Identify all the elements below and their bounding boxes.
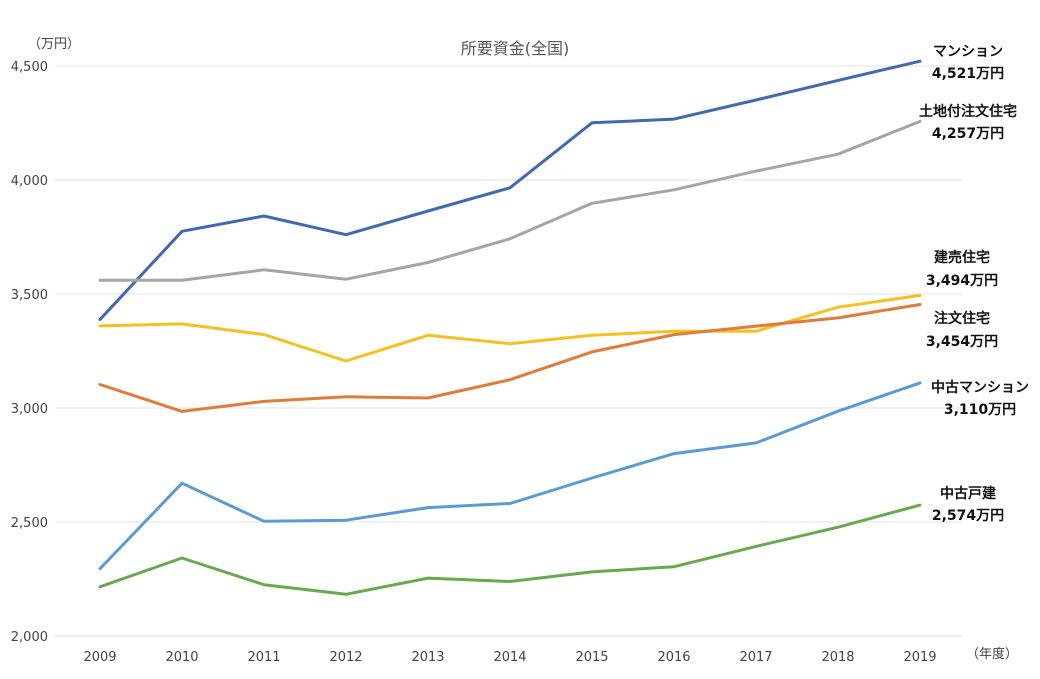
- x-tick-label: 2018: [821, 650, 854, 665]
- series-name-label: 土地付注文住宅: [919, 103, 1017, 120]
- y-tick-labels: 2,000 2,500 3,000 3,500 4,000 4,500: [11, 60, 48, 645]
- x-tick-label: 2011: [247, 650, 280, 665]
- x-tick-label: 2015: [575, 650, 608, 665]
- x-tick-label: 2012: [329, 650, 362, 665]
- series-line-1: [98, 119, 922, 282]
- series-name-label: 注文住宅: [934, 310, 990, 327]
- y-tick-label: 2,500: [11, 516, 48, 531]
- chart-title: 所要資金(全国): [461, 39, 570, 58]
- series-line-5: [98, 503, 922, 596]
- grid-lines: [55, 65, 962, 637]
- series-name-label: 建売住宅: [934, 249, 990, 266]
- x-tick-label: 2013: [411, 650, 444, 665]
- series-line-3: [98, 303, 922, 413]
- y-tick-label: 4,000: [11, 174, 48, 189]
- series-line-4: [98, 381, 922, 571]
- x-tick-labels: 2009 2010 2011 2012 2013 2014 2015 2016 2017 2018…: [83, 650, 936, 665]
- series-line-0: [98, 59, 922, 321]
- x-axis-unit: （年度）: [966, 646, 1018, 662]
- y-axis-unit: （万円）: [28, 37, 80, 52]
- x-tick-label: 2014: [493, 650, 526, 665]
- y-tick-label: 4,500: [11, 60, 48, 75]
- series-value-label: 4,521万円: [932, 66, 1004, 82]
- series-value-label: 3,110万円: [944, 402, 1016, 418]
- series-value-label: 3,454万円: [926, 334, 998, 350]
- y-tick-label: 2,000: [11, 630, 48, 645]
- y-tick-label: 3,500: [11, 288, 48, 303]
- series-line-2: [98, 293, 922, 363]
- series-name-label: 中古戸建: [940, 485, 996, 502]
- series-value-label: 2,574万円: [932, 508, 1004, 524]
- y-tick-label: 3,000: [11, 402, 48, 417]
- series-name-label: マンション: [933, 44, 1003, 60]
- x-tick-label: 2016: [657, 650, 690, 665]
- x-tick-label: 2009: [83, 650, 116, 665]
- series-name-label: 中古マンション: [931, 379, 1029, 396]
- series-value-label: 4,257万円: [932, 126, 1004, 142]
- series-lines: [98, 59, 922, 596]
- x-tick-label: 2019: [903, 650, 936, 665]
- x-tick-label: 2010: [165, 650, 198, 665]
- series-value-label: 3,494万円: [926, 273, 998, 289]
- x-tick-label: 2017: [739, 650, 772, 665]
